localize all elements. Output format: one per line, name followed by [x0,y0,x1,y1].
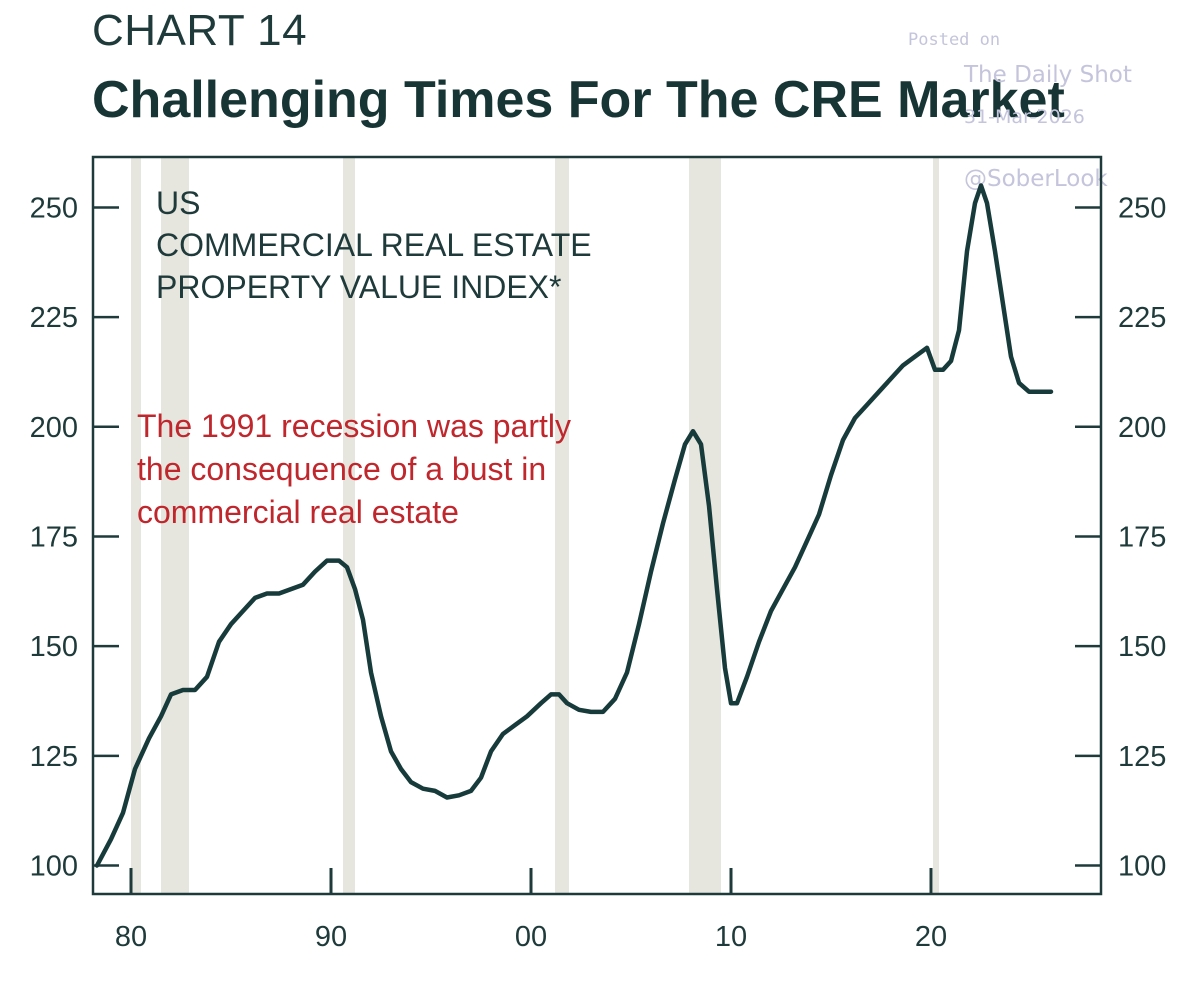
annotation-line-2: the consequence of a bust in [137,451,546,487]
y-tick-label-right: 225 [1118,302,1166,334]
recession-band-6 [933,157,939,894]
watermark-handle: @SoberLook [964,166,1108,192]
annotation-line-3: commercial real estate [137,494,459,530]
recession-band-4 [555,157,569,894]
recession-bands [131,157,939,894]
y-tick-label-right: 250 [1118,192,1166,224]
x-tick-label: 20 [915,921,947,953]
chart-label: US COMMERCIAL REAL ESTATE PROPERTY VALUE… [156,185,592,305]
y-tick-label-left: 225 [30,302,78,334]
x-tick-label: 80 [115,921,147,953]
y-tick-label-left: 200 [30,412,78,444]
y-tick-label-left: 175 [30,521,78,553]
y-tick-label-left: 125 [30,741,78,773]
watermark-posted: Posted on [908,30,1001,50]
chart-label-line-2: COMMERCIAL REAL ESTATE [156,227,592,263]
watermark-source: The Daily Shot [964,62,1132,88]
chart-title: Challenging Times For The CRE Market [92,71,1065,129]
y-tick-label-right: 100 [1118,850,1166,882]
chart-kicker: CHART 14 [92,6,308,55]
chart-label-line-3: PROPERTY VALUE INDEX* [156,269,561,305]
y-axis: 100 100 125 125 150 150 175 175 200 200 225 225 250 2… [30,192,1167,882]
y-tick-label-right: 200 [1118,412,1166,444]
x-tick-label: 00 [515,921,547,953]
y-tick-label-left: 150 [30,631,78,663]
watermark-date: 31-Mar-2026 [964,106,1085,128]
series [94,183,1054,868]
recession-band-2 [161,157,189,894]
y-tick-label-left: 250 [30,192,78,224]
series-line-1 [94,183,1054,868]
recession-band-3 [343,157,355,894]
recession-band-1 [131,157,141,894]
y-tick-label-right: 150 [1118,631,1166,663]
x-tick-label: 10 [715,921,747,953]
chart-label-line-1: US [156,185,200,221]
annotation: The 1991 recession was partly the conseq… [137,408,571,530]
y-tick-label-right: 175 [1118,521,1166,553]
annotation-line-1: The 1991 recession was partly [137,408,571,444]
y-tick-label-right: 125 [1118,741,1166,773]
x-axis: 80 90 00 10 20 [115,868,947,953]
y-tick-label-left: 100 [30,850,78,882]
recession-band-5 [689,157,721,894]
plot-frame [91,155,1103,896]
x-tick-label: 90 [315,921,347,953]
